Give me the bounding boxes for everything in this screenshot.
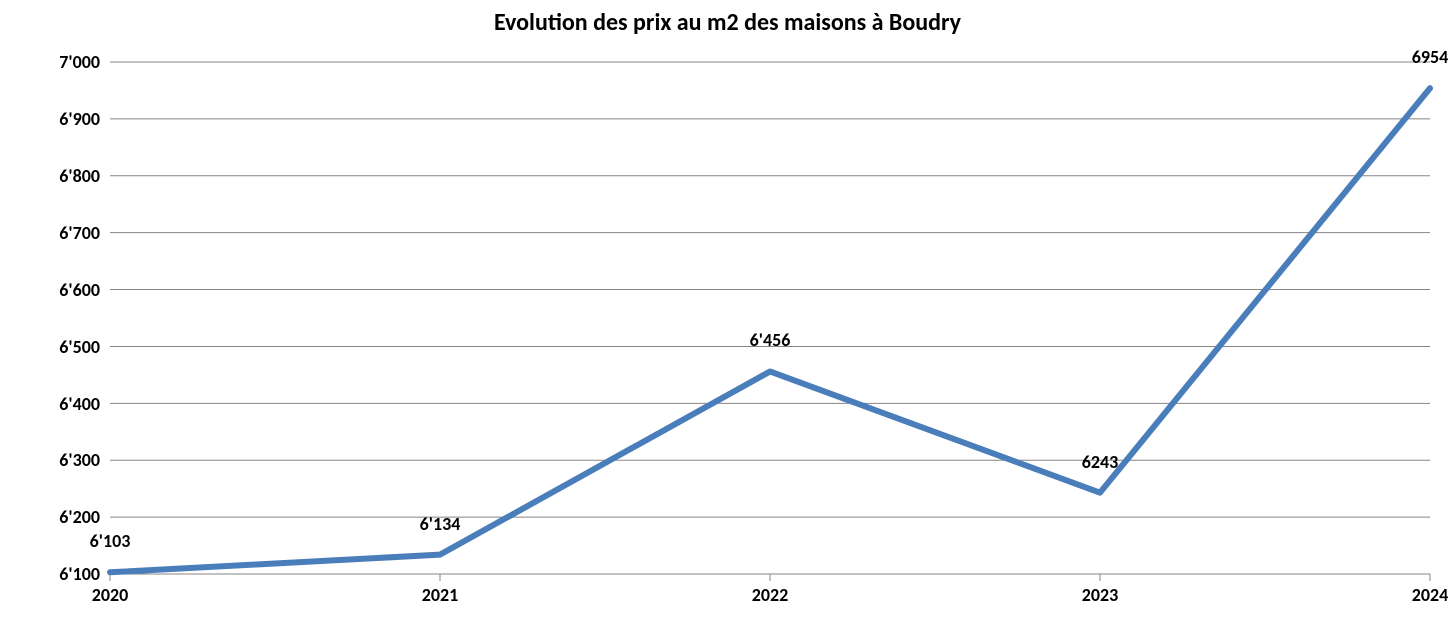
x-tick-label: 2023	[1082, 584, 1119, 606]
y-tick-label: 6'500	[59, 336, 100, 358]
data-label: 6'456	[750, 329, 791, 351]
chart-plot-area	[0, 0, 1455, 636]
data-label: 6954	[1412, 46, 1449, 68]
y-tick-label: 6'700	[59, 222, 100, 244]
y-tick-label: 6'900	[59, 108, 100, 130]
y-tick-label: 6'100	[59, 563, 100, 585]
data-label: 6'134	[420, 513, 461, 535]
x-tick-label: 2021	[422, 584, 459, 606]
data-label: 6'103	[90, 530, 131, 552]
data-label: 6243	[1082, 451, 1119, 473]
y-tick-label: 6'800	[59, 165, 100, 187]
x-tick-label: 2020	[92, 584, 129, 606]
y-tick-label: 6'600	[59, 279, 100, 301]
y-tick-label: 6'200	[59, 506, 100, 528]
y-tick-label: 6'300	[59, 449, 100, 471]
y-tick-label: 7'000	[59, 51, 100, 73]
line-chart: Evolution des prix au m2 des maisons à B…	[0, 0, 1455, 636]
x-tick-label: 2022	[752, 584, 789, 606]
x-tick-label: 2024	[1412, 584, 1449, 606]
y-tick-label: 6'400	[59, 393, 100, 415]
